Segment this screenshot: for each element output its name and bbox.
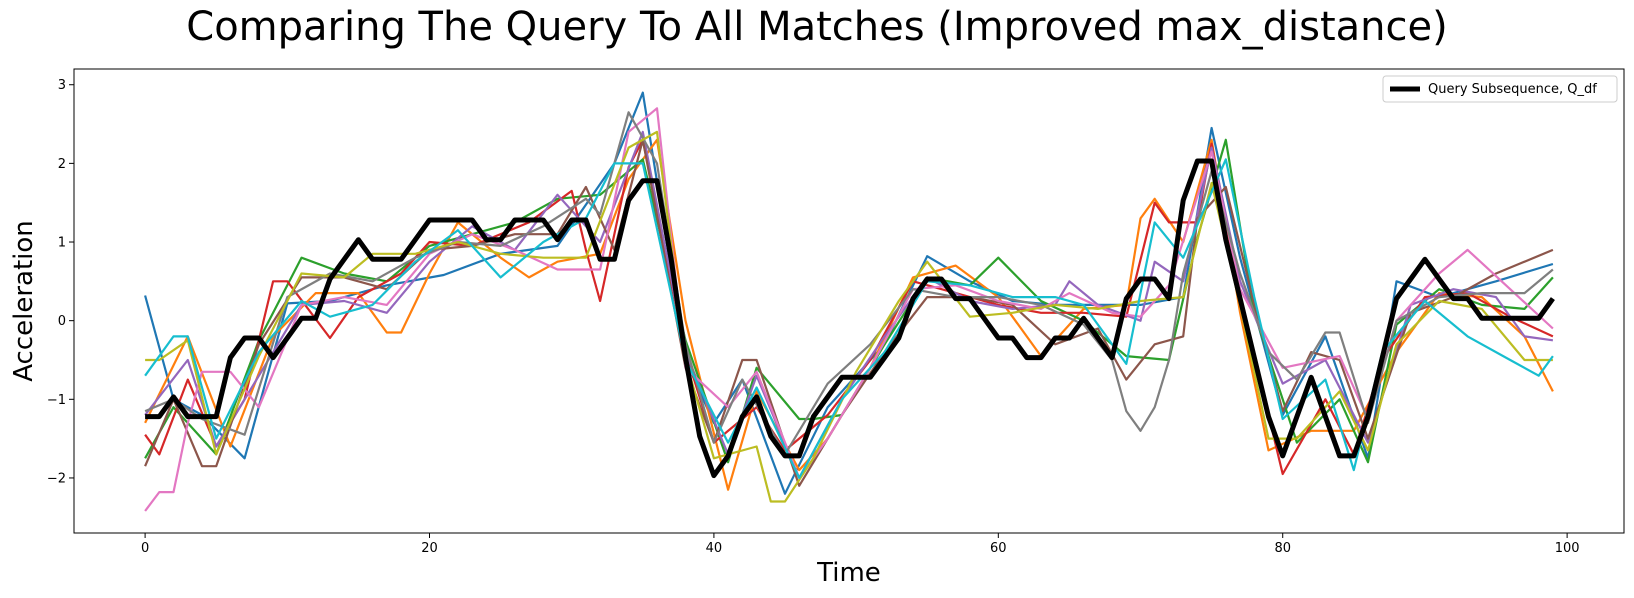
axes-frame (73, 68, 1625, 534)
y-axis-ticks: −2 −1 0 1 2 3 (47, 78, 74, 486)
y-tick-label: −1 (47, 393, 66, 408)
match-series-line-9 (145, 130, 1553, 503)
x-tick-label: 20 (421, 541, 438, 556)
match-series-line-5 (144, 130, 1554, 479)
y-tick-label: 3 (58, 78, 66, 93)
legend: Query Subsequence, Q_df (1382, 75, 1618, 103)
match-series-line-2 (144, 138, 1554, 491)
legend-query-label: Query Subsequence, Q_df (1428, 82, 1597, 97)
legend-box (1382, 75, 1618, 103)
match-series-line-4 (144, 138, 1554, 476)
plot-area (144, 91, 1555, 512)
x-axis-ticks: 0 20 40 60 80 100 (141, 533, 1580, 556)
match-series-line-10 (144, 158, 1554, 479)
y-axis-label: Acceleration (9, 220, 39, 382)
x-tick-label: 60 (990, 541, 1007, 556)
x-axis-label: Time (816, 558, 881, 588)
y-tick-label: 1 (58, 236, 66, 251)
x-tick-label: 40 (706, 541, 723, 556)
x-tick-label: 0 (141, 541, 149, 556)
query-layer (145, 158, 1555, 479)
y-tick-label: 2 (58, 157, 66, 172)
chart-title: Comparing The Query To All Matches (Impr… (186, 4, 1447, 50)
y-tick-label: −2 (47, 471, 66, 486)
x-tick-label: 100 (1555, 541, 1580, 556)
x-tick-label: 80 (1274, 541, 1291, 556)
series-layer (144, 91, 1554, 512)
y-tick-label: 0 (58, 314, 66, 329)
query-series-line (145, 158, 1555, 479)
